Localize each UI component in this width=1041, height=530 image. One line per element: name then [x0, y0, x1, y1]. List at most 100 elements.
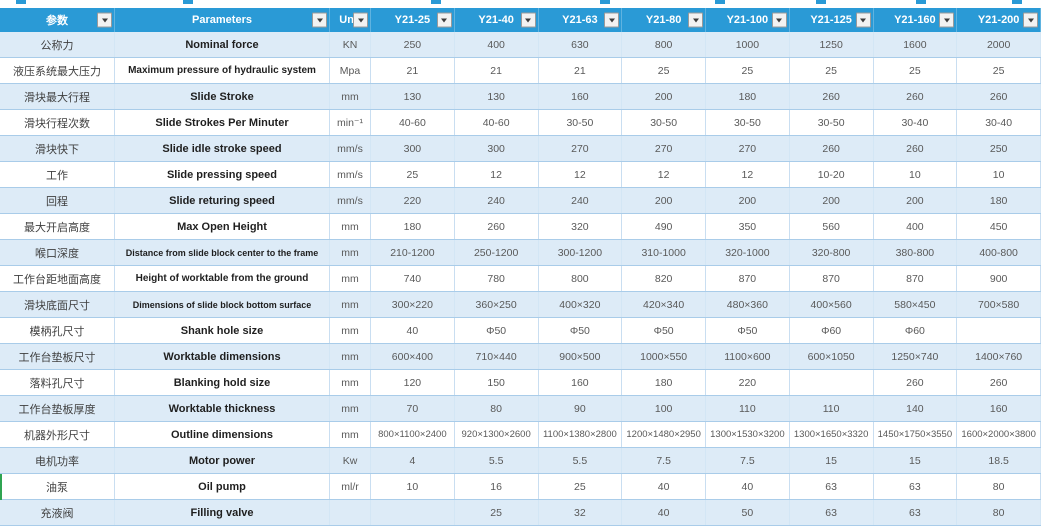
column-header-param-cn[interactable]: 参数: [0, 8, 115, 32]
value-cell: 900: [957, 266, 1041, 291]
filter-dropdown-icon[interactable]: [688, 12, 703, 28]
table-row: 工作台距地面高度 Height of worktable from the gro…: [0, 266, 1041, 292]
filter-dropdown-icon[interactable]: [771, 12, 787, 28]
column-header-y21-40[interactable]: Y21-40: [455, 8, 539, 32]
value-cell: 270: [622, 136, 706, 161]
value-cell: 1000: [706, 32, 790, 57]
value-cell: 40: [706, 474, 790, 499]
value-cell: 12: [706, 162, 790, 187]
value-cell: 900×500: [539, 344, 623, 369]
value-cell: 600×1050: [790, 344, 874, 369]
crop-fragment: [1012, 0, 1022, 4]
filter-dropdown-icon[interactable]: [520, 12, 536, 28]
column-header-y21-63[interactable]: Y21-63: [539, 8, 623, 32]
table-body: 公称力 Nominal force KN 250 400 630 800 1000 1250 16…: [0, 32, 1041, 526]
table-row: 公称力 Nominal force KN 250 400 630 800 1000 1250 16…: [0, 32, 1041, 58]
value-cell: 40: [622, 500, 706, 525]
value-cell: 400-800: [957, 240, 1041, 265]
chevron-down-icon: [1027, 18, 1034, 22]
value-cell: 15: [790, 448, 874, 473]
value-cell: 630: [539, 32, 623, 57]
value-cell: Φ50: [455, 318, 539, 343]
column-header-y21-200[interactable]: Y21-200: [957, 8, 1041, 32]
filter-dropdown-icon[interactable]: [353, 12, 368, 28]
filter-dropdown-icon[interactable]: [855, 12, 871, 28]
chevron-down-icon: [316, 18, 323, 22]
value-cell: 300: [455, 136, 539, 161]
value-cell: 25: [455, 500, 539, 525]
value-cell: Φ50: [706, 318, 790, 343]
param-en-cell: Nominal force: [115, 32, 330, 57]
filter-dropdown-icon[interactable]: [939, 12, 955, 28]
value-cell: 100: [622, 396, 706, 421]
param-cn-cell: 滑块行程次数: [0, 110, 115, 135]
param-en-cell: Maximum pressure of hydraulic system: [115, 58, 330, 83]
value-cell: 25: [371, 162, 455, 187]
filter-dropdown-icon[interactable]: [312, 12, 327, 28]
param-cn-cell: 落料孔尺寸: [0, 370, 115, 395]
param-en-cell: Oil pump: [115, 474, 330, 499]
value-cell: 200: [622, 188, 706, 213]
filter-dropdown-icon[interactable]: [1023, 12, 1038, 28]
unit-cell: mm: [330, 422, 371, 447]
param-en-cell: Dimensions of slide block bottom surface: [115, 292, 330, 317]
unit-cell: mm: [330, 266, 371, 291]
value-cell: 1100×1380×2800: [539, 422, 623, 447]
value-cell: 300: [371, 136, 455, 161]
value-cell: 63: [874, 500, 958, 525]
param-cn-cell: 滑块最大行程: [0, 84, 115, 109]
column-header-y21-80[interactable]: Y21-80: [622, 8, 706, 32]
param-en-cell: Worktable thickness: [115, 396, 330, 421]
value-cell: 350: [706, 214, 790, 239]
chevron-down-icon: [860, 18, 866, 22]
param-cn-cell: 回程: [0, 188, 115, 213]
value-cell: 15: [874, 448, 958, 473]
chevron-down-icon: [357, 18, 364, 22]
value-cell: 700×580: [957, 292, 1041, 317]
value-cell: 870: [706, 266, 790, 291]
value-cell: 320-800: [790, 240, 874, 265]
filter-dropdown-icon[interactable]: [604, 12, 620, 28]
value-cell: 18.5: [957, 448, 1041, 473]
unit-cell: mm/s: [330, 162, 371, 187]
value-cell: 200: [622, 84, 706, 109]
value-cell: 1450×1750×3550: [874, 422, 958, 447]
column-header-y21-125[interactable]: Y21-125: [790, 8, 874, 32]
filter-dropdown-icon[interactable]: [436, 12, 452, 28]
value-cell: 420×340: [622, 292, 706, 317]
column-header-param-en[interactable]: Parameters: [115, 8, 330, 32]
value-cell: 270: [539, 136, 623, 161]
value-cell: 260: [790, 136, 874, 161]
value-cell: 130: [455, 84, 539, 109]
value-cell: 820: [622, 266, 706, 291]
value-cell: 560: [790, 214, 874, 239]
value-cell: 400×320: [539, 292, 623, 317]
table-row: 电机功率 Motor power Kw 4 5.5 5.5 7.5 7.5 15 15 18.5: [0, 448, 1041, 474]
table-row: 滑块底面尺寸 Dimensions of slide block bottom s…: [0, 292, 1041, 318]
column-header-unit[interactable]: Unit: [330, 8, 371, 32]
value-cell: 21: [371, 58, 455, 83]
column-header-y21-160[interactable]: Y21-160: [874, 8, 958, 32]
value-cell: 1250: [790, 32, 874, 57]
value-cell: 50: [706, 500, 790, 525]
filter-dropdown-icon[interactable]: [97, 12, 112, 28]
value-cell: 110: [706, 396, 790, 421]
table-row: 回程 Slide returing speed mm/s 220 240 240 200 20…: [0, 188, 1041, 214]
unit-cell: KN: [330, 32, 371, 57]
table-row: 液压系统最大压力 Maximum pressure of hydraulic sy…: [0, 58, 1041, 84]
column-header-y21-25[interactable]: Y21-25: [371, 8, 455, 32]
column-header-y21-100[interactable]: Y21-100: [706, 8, 790, 32]
param-en-cell: Slide idle stroke speed: [115, 136, 330, 161]
column-header-label: Y21-200: [977, 14, 1020, 26]
unit-cell: mm/s: [330, 188, 371, 213]
value-cell: 1000×550: [622, 344, 706, 369]
value-cell: 260: [874, 84, 958, 109]
value-cell: 250: [957, 136, 1041, 161]
value-cell: 260: [957, 84, 1041, 109]
value-cell: 180: [957, 188, 1041, 213]
param-en-cell: Outline dimensions: [115, 422, 330, 447]
unit-cell: ml/r: [330, 474, 371, 499]
value-cell: 260: [455, 214, 539, 239]
param-en-cell: Slide Stroke: [115, 84, 330, 109]
value-cell: 30-50: [790, 110, 874, 135]
